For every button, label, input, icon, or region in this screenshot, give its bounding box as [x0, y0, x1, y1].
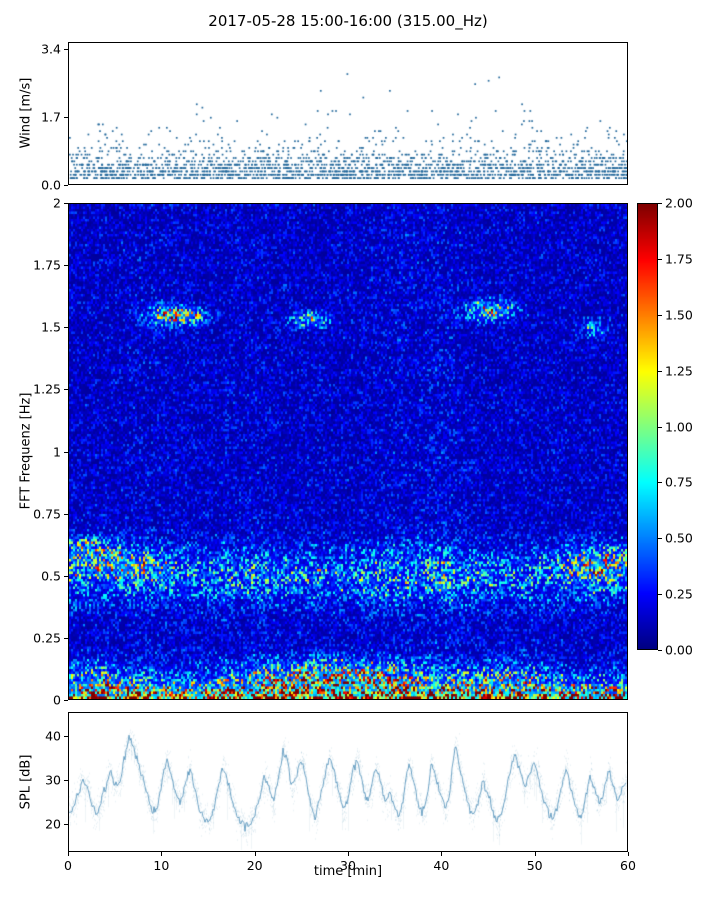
time-xtick-label: 30	[340, 858, 356, 873]
tick-mark	[534, 852, 536, 856]
spl-axes	[68, 712, 628, 852]
tick-mark	[64, 116, 68, 118]
colorbar	[637, 203, 658, 650]
fft-ytick-label: 0	[53, 692, 61, 708]
fft-frequenz-ylabel: FFT Frequenz [Hz]	[18, 392, 34, 510]
colorbar-canvas	[638, 204, 657, 649]
tick-mark	[658, 594, 662, 596]
fft-ytick-label: 1	[53, 444, 61, 459]
spectrogram-heatmap-canvas	[69, 204, 627, 699]
tick-mark	[628, 852, 629, 856]
fft-ytick-label: 2	[53, 195, 61, 211]
tick-mark	[161, 852, 163, 856]
colorbar-tick-label: 1.50	[665, 307, 693, 323]
wind-ylabel: Wind [m/s]	[18, 77, 34, 149]
wind-ytick-label: 1.7	[41, 109, 61, 125]
time-xtick-label: 60	[620, 858, 636, 873]
colorbar-tick-label: 1.00	[665, 419, 693, 434]
time-xtick-label: 50	[526, 858, 543, 873]
tick-mark	[658, 650, 662, 651]
fft-ytick-label: 1.25	[33, 381, 61, 397]
tick-mark	[658, 370, 662, 372]
spl-ytick-label: 40	[45, 728, 61, 744]
tick-mark	[658, 538, 662, 540]
time-xtick-label: 10	[153, 858, 170, 873]
spl-ytick-label: 20	[45, 816, 61, 832]
tick-mark	[64, 451, 68, 453]
colorbar-tick-label: 1.25	[665, 363, 693, 379]
wind-ytick-label: 3.4	[41, 41, 61, 57]
tick-mark	[64, 185, 68, 186]
wind-scatter-canvas	[69, 43, 627, 184]
tick-mark	[68, 852, 69, 856]
tick-mark	[64, 823, 68, 825]
tick-mark	[254, 852, 256, 856]
wind-axes	[68, 42, 628, 185]
spl-ylabel: SPL [dB]	[18, 754, 34, 810]
tick-mark	[64, 637, 68, 639]
tick-mark	[64, 700, 68, 701]
tick-mark	[658, 203, 662, 204]
colorbar-tick-label: 0.25	[665, 586, 693, 602]
colorbar-tick-label: 0.75	[665, 474, 693, 490]
tick-mark	[658, 482, 662, 484]
fft-ytick-label: 1.5	[41, 319, 61, 335]
colorbar-tick-label: 0.00	[665, 642, 693, 658]
figure-title: 2017-05-28 15:00-16:00 (315.00_Hz)	[208, 12, 488, 30]
fft-ytick-label: 1.75	[33, 257, 61, 273]
time-xtick-label: 20	[246, 858, 263, 873]
colorbar-tick-label: 0.50	[665, 530, 693, 546]
tick-mark	[441, 852, 443, 856]
fft-ytick-label: 0.25	[33, 630, 61, 646]
tick-mark	[64, 389, 68, 391]
time-xlabel: time [min]	[313, 864, 383, 879]
colorbar-tick-label: 2.00	[665, 195, 693, 211]
spl-line-canvas	[69, 713, 627, 851]
time-xtick-label: 0	[64, 858, 72, 873]
colorbar-tick-label: 1.75	[665, 251, 693, 267]
tick-mark	[64, 48, 68, 50]
spectrogram-axes	[68, 203, 628, 700]
fft-ytick-label: 0.75	[33, 506, 61, 522]
wind-ytick-label: 0.0	[41, 177, 61, 193]
tick-mark	[658, 314, 662, 316]
tick-mark	[64, 513, 68, 515]
tick-mark	[658, 426, 662, 428]
tick-mark	[658, 258, 662, 260]
tick-mark	[64, 575, 68, 577]
tick-mark	[64, 265, 68, 267]
spl-ytick-label: 30	[45, 772, 61, 788]
tick-mark	[64, 327, 68, 329]
fft-ytick-label: 0.5	[41, 568, 61, 584]
tick-mark	[64, 203, 68, 204]
time-xtick-label: 40	[433, 858, 450, 873]
tick-mark	[348, 852, 349, 856]
tick-mark	[64, 736, 68, 738]
tick-mark	[64, 779, 68, 781]
